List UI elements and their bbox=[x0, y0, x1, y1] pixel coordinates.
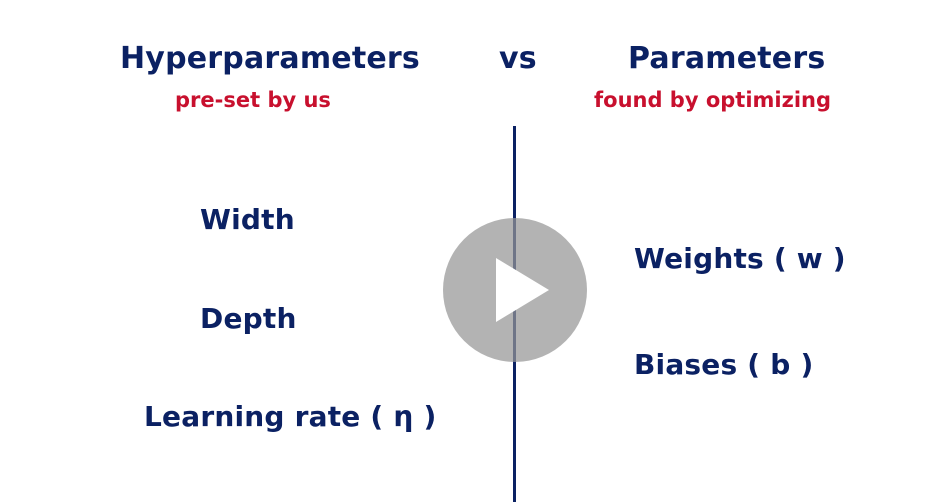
hyperparameters-subtitle: pre-set by us bbox=[175, 88, 331, 112]
hyperparameters-heading: Hyperparameters bbox=[120, 41, 420, 76]
parameters-subtitle: found by optimizing bbox=[594, 88, 832, 112]
parameters-heading: Parameters bbox=[628, 41, 826, 76]
hyperparameter-width: Width bbox=[200, 203, 295, 236]
hyperparameter-learning-rate: Learning rate ( η ) bbox=[144, 400, 437, 433]
parameter-biases: Biases ( b ) bbox=[634, 348, 814, 381]
play-icon bbox=[496, 258, 549, 322]
play-button[interactable] bbox=[443, 218, 587, 362]
vs-label: vs bbox=[499, 41, 537, 76]
hyperparameter-depth: Depth bbox=[200, 302, 297, 335]
parameter-weights: Weights ( w ) bbox=[634, 242, 846, 275]
